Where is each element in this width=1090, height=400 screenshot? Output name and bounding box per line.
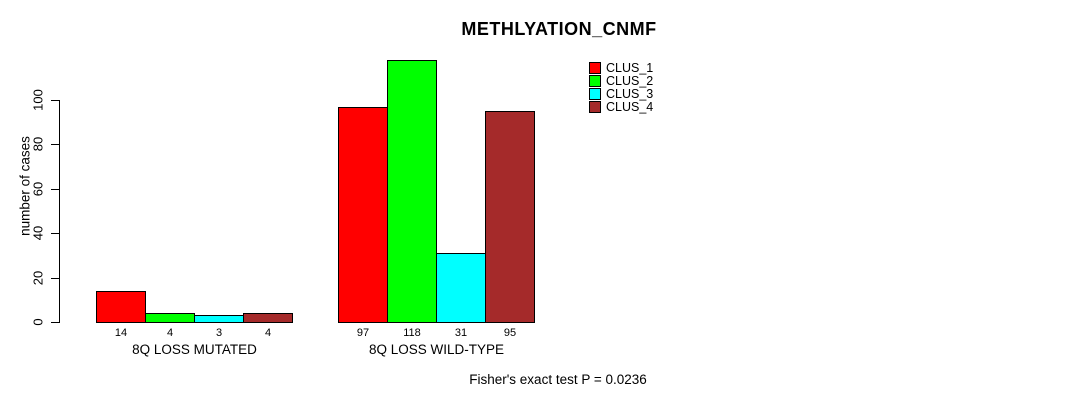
- legend-label-clus_2: CLUS_2: [606, 74, 654, 88]
- bar-value-label: 14: [114, 327, 128, 339]
- category-label: 8Q LOSS WILD-TYPE: [368, 342, 505, 357]
- bar-clus_4-mutated: [243, 313, 293, 323]
- y-axis-tick: [51, 322, 59, 323]
- legend-swatch-clus_1: [589, 62, 601, 74]
- y-axis-tick: [51, 144, 59, 145]
- bar-value-label: 31: [454, 327, 468, 339]
- legend-label-clus_3: CLUS_3: [606, 87, 654, 101]
- bar-value-label: 4: [166, 327, 174, 339]
- legend-swatch-clus_2: [589, 75, 601, 87]
- y-axis-line: [59, 100, 60, 323]
- legend-label-clus_1: CLUS_1: [606, 61, 654, 75]
- y-axis-tick-label: 100: [30, 89, 46, 111]
- bar-clus_4-wild-type: [485, 111, 535, 323]
- bar-value-label: 3: [215, 327, 223, 339]
- legend-swatch-clus_4: [589, 101, 601, 113]
- y-axis-tick-label: 40: [30, 225, 46, 241]
- chart-title: METHLYATION_CNMF: [461, 19, 657, 39]
- bar-value-label: 118: [403, 327, 421, 339]
- bar-value-label: 95: [503, 327, 517, 339]
- bar-clus_2-wild-type: [387, 60, 437, 323]
- bar-value-label: 97: [356, 327, 370, 339]
- y-axis-tick-label: 20: [30, 270, 46, 286]
- y-axis-tick: [51, 189, 59, 190]
- y-axis-tick-label: 60: [30, 181, 46, 197]
- y-axis-tick: [51, 233, 59, 234]
- category-label: 8Q LOSS MUTATED: [132, 342, 257, 357]
- y-axis-tick: [51, 100, 59, 101]
- bar-clus_3-wild-type: [436, 253, 486, 323]
- y-axis-tick-label: 0: [30, 318, 46, 326]
- bar-value-label: 4: [264, 327, 272, 339]
- annotation-text: Fisher's exact test P = 0.0236: [469, 372, 647, 387]
- legend-swatch-clus_3: [589, 88, 601, 100]
- y-axis-tick-label: 80: [30, 136, 46, 152]
- y-axis-tick: [51, 278, 59, 279]
- bar-clus_2-mutated: [145, 313, 195, 323]
- bar-clus_1-mutated: [96, 291, 146, 323]
- legend-label-clus_4: CLUS_4: [606, 100, 654, 114]
- bar-clus_3-mutated: [194, 315, 244, 323]
- bar-clus_1-wild-type: [338, 107, 388, 323]
